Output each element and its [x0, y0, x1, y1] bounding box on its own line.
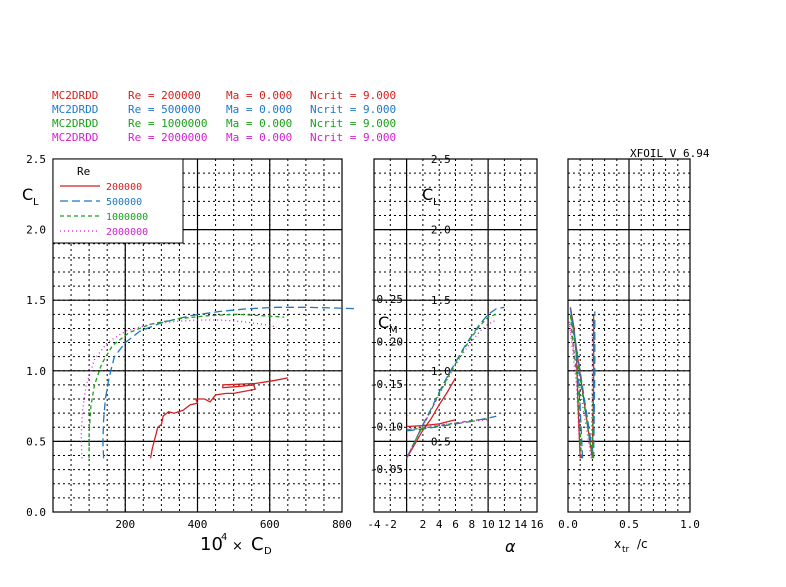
alpha-axis-label: α: [505, 537, 516, 556]
xtr-tick-label: 0.0: [558, 518, 578, 531]
cd-axis-label-times: ×: [232, 539, 243, 554]
alpha-panel-frame: [373, 158, 538, 513]
xtr-tick-label: 0.5: [619, 518, 639, 531]
alpha-tick-label: 4: [436, 518, 443, 531]
alpha-tick-label: 12: [498, 518, 511, 531]
cm-tick-label: -0.15: [370, 378, 403, 391]
legend-label-1000000: 1000000: [106, 212, 148, 223]
xfoil-version-label: XFOIL V 6.94: [630, 147, 710, 160]
header-row-2-field: Ma = 0.000: [226, 103, 292, 116]
xtr-axis-label-sub: tr: [622, 545, 630, 555]
cm-axis-label-sub: M: [389, 325, 398, 336]
cm-tick-label: -0.05: [370, 463, 403, 476]
cl-xtr-series-1000000: [569, 314, 595, 459]
cm-tick-label: -0.10: [370, 421, 403, 434]
cl-tick-label: 1.5: [26, 294, 46, 307]
cl-tick-label: 0.0: [26, 506, 46, 519]
header-row-2-field: Re = 500000: [128, 103, 201, 116]
cl-cd-series-1000000: [88, 313, 285, 459]
cl-xtr-series-500000: [569, 308, 596, 459]
cl-tick-label: 0.5: [26, 435, 46, 448]
header-row-3-field: Ncrit = 9.000: [310, 117, 396, 130]
alpha-tick-label: 2: [420, 518, 427, 531]
header-row-3-field: Re = 1000000: [128, 117, 207, 130]
cd-axis-label-main: C: [251, 534, 264, 555]
cl-axis-label: C: [22, 185, 33, 204]
alpha-cl-tick-label: 1.0: [431, 365, 451, 378]
cd-axis-label-sub: D: [264, 546, 272, 557]
cd-axis-label-prefix: 10: [200, 534, 223, 555]
alpha-tick-label: -2: [384, 518, 397, 531]
header-row-4-field: MC2DRDD: [52, 131, 98, 144]
xtr-axis-label-main: x: [614, 537, 621, 551]
xtr-panel: [568, 159, 690, 512]
cd-panel-frame: [52, 158, 343, 513]
cd-tick-label: 200: [115, 518, 135, 531]
alpha-tick-label: -4: [367, 518, 381, 531]
cl-cd-series-200000: [149, 377, 288, 459]
legend-label-200000: 200000: [106, 182, 142, 193]
header-row-3-field: Ma = 0.000: [226, 117, 292, 130]
run-header: MC2DRDD Re = 200000 Ma = 0.000 Ncrit = 9.00…: [52, 89, 710, 160]
cl-alpha-series-2000000: [406, 319, 497, 459]
cl-tick-label: 2.5: [26, 153, 46, 166]
cm-alpha-series-200000: [406, 419, 456, 428]
header-row-4-field: Re = 2000000: [128, 131, 207, 144]
header-row-4-field: Ma = 0.000: [226, 131, 292, 144]
cl-axis-label-sub: L: [33, 197, 39, 208]
cl-cd-series-2000000: [80, 319, 278, 459]
legend-label-2000000: 2000000: [106, 227, 148, 238]
header-row-1-field: Re = 200000: [128, 89, 201, 102]
alpha-cl-tick-label: 2.0: [431, 224, 451, 237]
xtr-axis-label-rest: /c: [637, 537, 648, 551]
cm-tick-label: -0.25: [370, 293, 403, 306]
legend-label-500000: 500000: [106, 197, 142, 208]
alpha-cl-tick-label: 1.5: [431, 294, 451, 307]
cd-axis-label-exp: 4: [221, 532, 227, 543]
alpha-tick-label: 14: [514, 518, 528, 531]
header-row-1-field: Ma = 0.000: [226, 89, 292, 102]
cl-alpha-series-1000000: [406, 313, 497, 459]
alpha-cl-axis-label: C: [422, 185, 433, 204]
header-row-1-field: Ncrit = 9.000: [310, 89, 396, 102]
header-row-1-field: MC2DRDD: [52, 89, 98, 102]
cl-tick-label: 1.0: [26, 365, 46, 378]
alpha-cl-axis-label-sub: L: [433, 197, 439, 208]
header-row-3-field: MC2DRDD: [52, 117, 98, 130]
header-row-2-field: MC2DRDD: [52, 103, 98, 116]
header-row-2-field: Ncrit = 9.000: [310, 103, 396, 116]
cd-tick-label: 800: [332, 518, 352, 531]
legend: Re 200000 500000 1000000 2000000: [52, 158, 184, 244]
cl-alpha-series-200000: [406, 377, 457, 459]
cm-alpha-series-500000: [406, 415, 497, 432]
xtr-panel-frame: [567, 158, 691, 513]
header-row-4-field: Ncrit = 9.000: [310, 131, 396, 144]
alpha-tick-label: 16: [530, 518, 543, 531]
xtr-tick-label: 1.0: [680, 518, 700, 531]
cl-cd-series-500000: [102, 306, 357, 459]
alpha-tick-label: 8: [468, 518, 475, 531]
alpha-cl-tick-label: 0.5: [431, 435, 451, 448]
legend-title: Re: [77, 165, 90, 178]
cl-alpha-series-500000: [406, 306, 505, 459]
cm-alpha-series-2000000: [406, 419, 489, 430]
cm-tick-label: -0.20: [370, 336, 403, 349]
cm-axis-label: C: [378, 313, 389, 332]
alpha-cl-tick-label: 2.5: [431, 153, 451, 166]
cl-tick-label: 2.0: [26, 224, 46, 237]
cd-tick-label: 600: [260, 518, 280, 531]
alpha-tick-label: 6: [452, 518, 459, 531]
cd-tick-label: 400: [188, 518, 208, 531]
alpha-panel: [374, 159, 537, 512]
alpha-tick-label: 10: [481, 518, 494, 531]
